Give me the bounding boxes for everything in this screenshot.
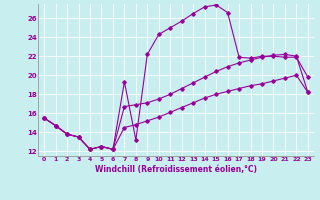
X-axis label: Windchill (Refroidissement éolien,°C): Windchill (Refroidissement éolien,°C)	[95, 165, 257, 174]
